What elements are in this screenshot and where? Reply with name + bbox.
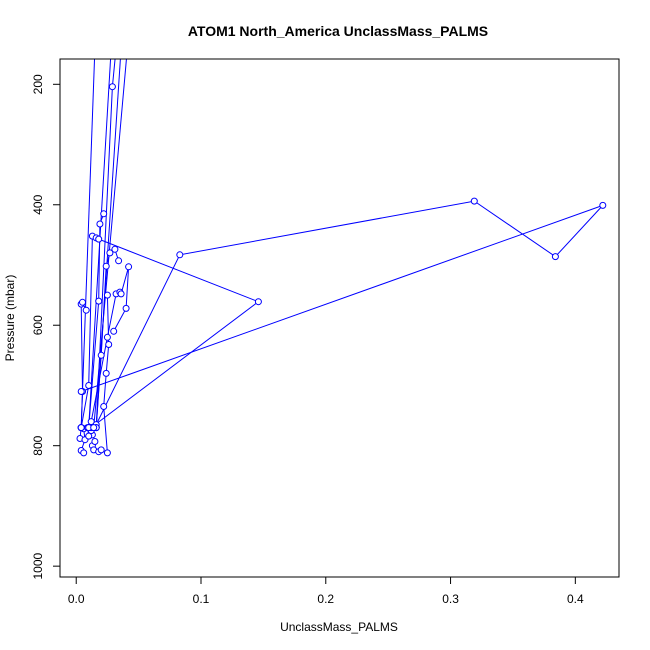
y-tick-label: 200 (31, 74, 45, 94)
data-point (77, 424, 85, 432)
data-point (115, 257, 123, 265)
data-point (95, 235, 103, 243)
data-point (103, 333, 111, 341)
data-point (110, 327, 118, 335)
data-point (96, 220, 104, 228)
data-point (79, 298, 86, 306)
data-point (91, 438, 99, 445)
x-tick-label: 0.1 (193, 592, 210, 606)
x-tick-label: 0.0 (68, 592, 85, 606)
data-point (103, 291, 111, 299)
x-tick-label: 0.4 (567, 592, 584, 606)
data-point (100, 403, 108, 410)
data-point (117, 290, 125, 298)
data-point (85, 382, 93, 389)
data-point (108, 83, 116, 91)
data-point (100, 210, 108, 218)
data-point (97, 446, 105, 454)
data-point (122, 304, 130, 312)
plot-points (76, 83, 607, 457)
data-point (95, 297, 103, 305)
data-point (254, 298, 262, 306)
y-axis: 200 400 600 800 1000 (31, 74, 61, 580)
data-point (82, 306, 90, 314)
data-point (80, 449, 88, 457)
y-axis-label: Pressure (mbar) (3, 275, 17, 362)
series-line-segment (80, 59, 96, 428)
data-point (90, 424, 98, 432)
series-line-segment (95, 59, 121, 428)
x-tick-label: 0.3 (442, 592, 459, 606)
x-axis-label: UnclassMass_PALMS (280, 620, 398, 634)
data-point (111, 245, 119, 253)
chart-title: ATOM1 North_America UnclassMass_PALMS (188, 23, 488, 39)
data-point (125, 263, 133, 271)
y-tick-label: 400 (31, 194, 45, 214)
y-tick-label: 1000 (31, 552, 45, 579)
data-point (470, 197, 478, 205)
data-point (599, 201, 607, 209)
data-point (105, 341, 113, 348)
data-point (102, 262, 110, 270)
data-point (97, 351, 105, 359)
y-tick-label: 800 (31, 435, 45, 455)
plot-lines (79, 59, 604, 454)
series-line-segment (93, 59, 127, 428)
data-point (106, 249, 114, 257)
y-tick-label: 600 (31, 315, 45, 335)
data-point (85, 432, 93, 440)
data-point (102, 369, 110, 377)
series-line-segment (88, 213, 105, 428)
data-point (551, 253, 559, 261)
plot-frame (59, 58, 620, 578)
data-point (176, 251, 184, 259)
data-point (77, 388, 85, 395)
x-tick-label: 0.2 (317, 592, 334, 606)
data-point (103, 449, 111, 457)
x-axis: 0.0 0.1 0.2 0.3 0.4 (68, 576, 584, 606)
series-line-segment (81, 200, 604, 425)
